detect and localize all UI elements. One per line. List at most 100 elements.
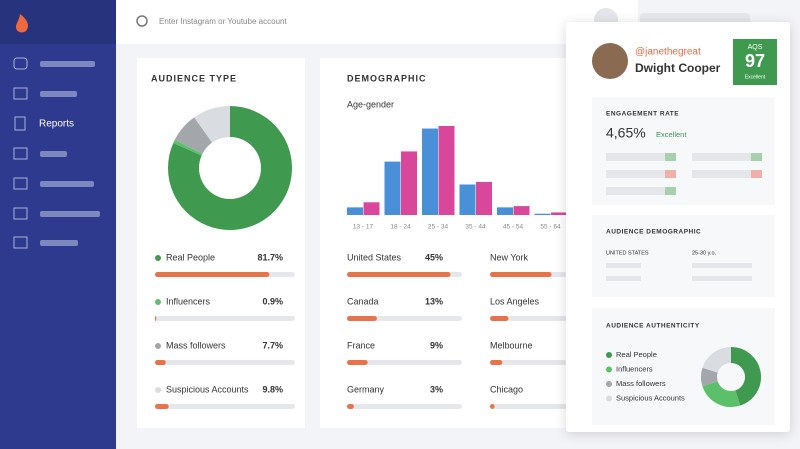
bar-track bbox=[490, 316, 567, 321]
donut-segment bbox=[194, 106, 231, 144]
chart-subtitle: Age-gender bbox=[347, 99, 394, 109]
row-label: United States bbox=[347, 252, 402, 262]
row-label: Canada bbox=[347, 296, 379, 306]
row-value: 9.8% bbox=[262, 384, 283, 394]
bar-track bbox=[490, 360, 567, 365]
bar bbox=[422, 128, 438, 215]
row-value: 81.7% bbox=[257, 252, 283, 262]
bar bbox=[155, 316, 157, 321]
row-label: Germany bbox=[347, 384, 385, 394]
card-title: AUDIENCE TYPE bbox=[151, 73, 237, 83]
bar bbox=[347, 360, 368, 365]
donut-segment bbox=[168, 106, 292, 230]
row-value: 13% bbox=[425, 296, 443, 306]
row-value: 0.9% bbox=[262, 296, 283, 306]
badge-score: 97 bbox=[745, 51, 765, 71]
bar bbox=[155, 360, 166, 365]
profile-name: Dwight Cooper bbox=[635, 61, 721, 75]
bar-track bbox=[155, 316, 295, 321]
row-label: Los Angeles bbox=[490, 296, 540, 306]
legend-dot bbox=[606, 395, 612, 402]
bar bbox=[347, 316, 377, 321]
row-value: 9% bbox=[430, 340, 443, 350]
x-tick-label: 13 - 17 bbox=[353, 224, 374, 231]
row-label: New York bbox=[490, 252, 529, 262]
sidebar bbox=[0, 0, 116, 449]
legend-dot bbox=[155, 387, 161, 393]
bar-track bbox=[347, 360, 462, 365]
x-tick-label: 25 - 34 bbox=[428, 224, 449, 231]
bar bbox=[490, 360, 503, 365]
logo bbox=[16, 14, 28, 33]
row-label: Chicago bbox=[490, 384, 523, 394]
row-value: 3% bbox=[430, 384, 443, 394]
legend-dot bbox=[606, 366, 612, 373]
bar bbox=[363, 202, 380, 215]
avatar bbox=[592, 43, 628, 79]
panel-title: AUDIENCE DEMOGRAPHIC bbox=[606, 229, 701, 236]
x-tick-label: 35 - 44 bbox=[465, 224, 486, 231]
donut-segment bbox=[701, 367, 718, 387]
bar bbox=[347, 207, 363, 215]
profile-handle[interactable]: @janethegreat bbox=[635, 47, 701, 58]
bar-track bbox=[347, 404, 462, 409]
bar bbox=[490, 272, 552, 277]
sidebar-items bbox=[13, 57, 100, 249]
bar bbox=[534, 213, 551, 215]
donut-segment bbox=[702, 347, 732, 374]
bar-track bbox=[155, 404, 295, 409]
row-value: 7.7% bbox=[262, 340, 283, 350]
logo-area bbox=[0, 0, 116, 44]
legend-dot bbox=[155, 255, 161, 261]
engagement-rating: Excellent bbox=[656, 130, 687, 139]
bar bbox=[401, 151, 417, 215]
legend-label: Mass followers bbox=[616, 379, 666, 388]
bar-track bbox=[490, 404, 567, 409]
legend-dot bbox=[606, 381, 612, 387]
bar bbox=[490, 316, 509, 321]
legend-dot bbox=[155, 299, 161, 305]
panel-title: ENGAGEMENT RATE bbox=[606, 111, 679, 118]
panel-title: AUDIENCE AUTHENTICITY bbox=[606, 323, 700, 330]
legend-dot bbox=[606, 352, 612, 358]
search-input[interactable]: Enter Instagram or Youtube account bbox=[159, 17, 287, 26]
score-badge bbox=[733, 39, 777, 85]
bar bbox=[476, 181, 492, 215]
x-tick-label: 55 - 64 bbox=[540, 224, 561, 231]
bar bbox=[490, 404, 495, 409]
bar bbox=[155, 404, 169, 409]
donut-segment bbox=[173, 139, 203, 156]
top-bar bbox=[116, 0, 638, 44]
row-label: Suspicious Accounts bbox=[166, 384, 249, 394]
x-tick-label: 45 - 54 bbox=[503, 224, 524, 231]
bar bbox=[155, 272, 270, 277]
legend-label: Suspicious Accounts bbox=[616, 393, 685, 402]
x-tick-label: 18 - 24 bbox=[390, 224, 411, 231]
bar bbox=[513, 206, 530, 215]
donut-segment bbox=[730, 347, 761, 406]
donut-segment bbox=[174, 117, 213, 155]
row-label: Real People bbox=[166, 252, 215, 262]
country: UNITED STATES bbox=[606, 250, 649, 256]
age-group: 25-30 y.o. bbox=[692, 250, 717, 256]
bar-track bbox=[155, 360, 295, 365]
bar bbox=[347, 404, 354, 409]
badge-title: AQS bbox=[748, 44, 763, 51]
legend-dot bbox=[155, 343, 161, 349]
row-value: 45% bbox=[425, 252, 443, 262]
row-label: France bbox=[347, 340, 375, 350]
badge-rating: Excellent bbox=[745, 74, 766, 80]
bar bbox=[459, 184, 476, 215]
bar bbox=[347, 272, 451, 277]
bar bbox=[384, 161, 401, 215]
row-label: Melbourne bbox=[490, 340, 533, 350]
demographic-panel bbox=[592, 215, 775, 297]
engagement-rate: 4,65% bbox=[606, 125, 646, 141]
legend-label: Influencers bbox=[616, 364, 653, 373]
bar bbox=[551, 212, 567, 215]
row-label: Mass followers bbox=[166, 340, 226, 350]
placeholder bbox=[606, 153, 762, 281]
sidebar-item[interactable]: Reports bbox=[39, 119, 74, 130]
card-title: DEMOGRAPHIC bbox=[347, 73, 427, 83]
search-icon[interactable] bbox=[136, 15, 148, 27]
